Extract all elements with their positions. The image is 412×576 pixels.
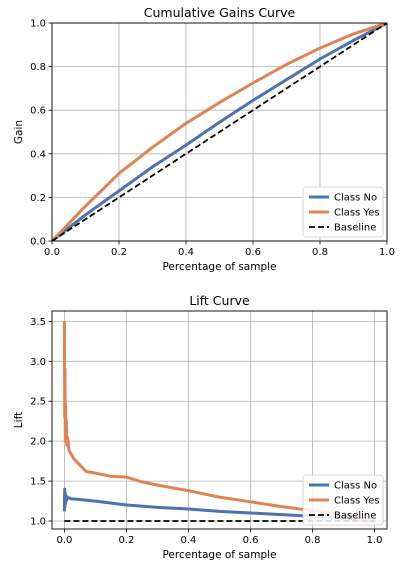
x-tick-label: 0.6 (243, 535, 259, 546)
x-axis-label: Percentage of sample (162, 261, 276, 273)
legend-label: Class No (334, 481, 377, 492)
chart-1: Cumulative Gains Curve 0.0 0.2 0.4 0.6 0.8 1.0… (13, 5, 395, 273)
x-tick-label: 0.2 (111, 247, 127, 258)
x-tick-label: 0.0 (44, 247, 60, 258)
series-line-class-no (52, 23, 387, 241)
series-line-class-yes (62, 321, 375, 523)
x-tick-label: 0.8 (305, 535, 321, 546)
chart-2: Lift Curve 0.0 0.2 0.4 0.6 0.8 1.0 1.0 1.5 2.0 2.5… (13, 293, 388, 561)
y-tick-label: 2.0 (30, 437, 46, 448)
x-tick-label: 1.0 (379, 247, 395, 258)
x-tick-label: 0.0 (56, 535, 72, 546)
chart-title: Lift Curve (189, 293, 250, 308)
legend-label: Class Yes (334, 208, 380, 219)
series-line-class-no (62, 487, 375, 523)
y-tick-label: 3.5 (30, 317, 46, 328)
legend-label: Baseline (334, 511, 376, 522)
plot-frame (51, 22, 388, 242)
legend-label: Baseline (334, 223, 376, 234)
y-tick-label: 0.8 (30, 62, 46, 73)
y-tick-label: 0.4 (30, 149, 46, 160)
x-tick-label: 0.2 (118, 535, 134, 546)
legend: Class No Class Yes Baseline (302, 474, 384, 526)
legend-box (302, 186, 384, 238)
y-tick-label: 1.0 (30, 517, 46, 528)
y-tick-label: 0.2 (30, 193, 46, 204)
legend-box (302, 474, 384, 526)
series-line-baseline (52, 23, 387, 241)
y-tick-label: 1.5 (30, 477, 46, 488)
x-tick-label: 0.6 (245, 247, 261, 258)
x-tick-label: 0.4 (181, 535, 197, 546)
y-axis-label: Lift (13, 412, 25, 428)
y-tick-label: 0.6 (30, 106, 46, 117)
series-line-class-yes (52, 23, 387, 241)
y-tick-label: 3.0 (30, 357, 46, 368)
y-tick-label: 1.0 (30, 19, 46, 30)
legend-label: Class Yes (334, 496, 380, 507)
x-tick-label: 0.4 (178, 247, 194, 258)
legend: Class No Class Yes Baseline (302, 186, 384, 238)
x-tick-label: 0.8 (312, 247, 328, 258)
y-tick-label: 2.5 (30, 397, 46, 408)
x-tick-label: 1.0 (367, 535, 383, 546)
x-axis-label: Percentage of sample (162, 549, 276, 561)
chart-title: Cumulative Gains Curve (144, 5, 296, 20)
plot-frame (51, 310, 388, 530)
y-tick-label: 0.0 (30, 237, 46, 248)
y-axis-label: Gain (13, 120, 25, 144)
legend-label: Class No (334, 193, 377, 204)
